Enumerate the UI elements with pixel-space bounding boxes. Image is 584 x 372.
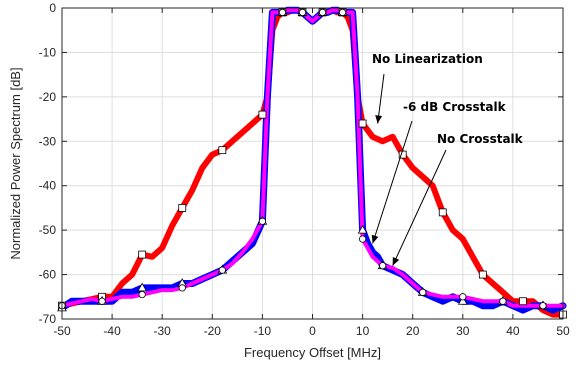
x-tick-label: -10 xyxy=(254,324,272,338)
x-tick-label: 10 xyxy=(356,324,370,338)
series-layer xyxy=(57,6,567,319)
data-point xyxy=(138,290,146,299)
data-point xyxy=(258,110,267,119)
data-point xyxy=(258,217,266,225)
annotation-2: -6 dB Crosstalk xyxy=(371,100,507,244)
data-point xyxy=(438,208,447,217)
x-tick-label: 20 xyxy=(406,324,420,338)
x-tick-label: -50 xyxy=(53,324,71,338)
data-point xyxy=(539,302,547,310)
annotation-label: No Crosstalk xyxy=(437,132,524,146)
y-tick-label: -30 xyxy=(39,134,57,148)
series-3-markers xyxy=(58,8,547,310)
data-point xyxy=(138,250,147,259)
x-tick-label: 50 xyxy=(556,324,570,338)
y-tick-label: -40 xyxy=(39,179,57,193)
data-point xyxy=(519,297,527,306)
data-point xyxy=(137,282,148,292)
data-point xyxy=(419,288,427,296)
annotation-arrowhead xyxy=(375,115,383,124)
annotation-3: No Crosstalk xyxy=(392,132,524,266)
y-tick-label: 0 xyxy=(49,1,56,15)
annotation-arrow-line xyxy=(377,73,385,124)
y-tick-label: -60 xyxy=(39,268,57,282)
annotation-arrowhead xyxy=(392,256,400,266)
annotation-label: No Linearization xyxy=(372,52,483,66)
data-point xyxy=(358,119,367,128)
data-point xyxy=(318,8,327,17)
annotation-arrowhead xyxy=(371,234,379,244)
x-tick-label: 40 xyxy=(506,324,520,338)
annotations: No Linearization -6 dB Crosstalk No Crosst… xyxy=(371,52,524,266)
data-point xyxy=(338,8,347,17)
x-tick-label: -30 xyxy=(154,324,172,338)
data-point xyxy=(218,146,227,155)
data-point xyxy=(379,262,387,270)
data-point xyxy=(278,8,287,17)
y-axis-label: Normalized Power Spectrum [dB] xyxy=(8,67,23,259)
data-point xyxy=(457,295,468,305)
y-tick-label: -20 xyxy=(39,90,57,104)
annotation-arrow-line xyxy=(372,120,413,244)
x-tick-label: 0 xyxy=(309,324,316,338)
annotation-label: -6 dB Crosstalk xyxy=(403,100,507,114)
data-point xyxy=(499,297,507,305)
data-point xyxy=(298,8,307,17)
tick-labels: -50 -40 -30 -20 -10 0 10 20 30 40 50 0 -10 -20 -30 -40 -… xyxy=(39,1,570,338)
data-point xyxy=(459,293,467,301)
y-tick-label: -50 xyxy=(39,223,57,237)
data-point xyxy=(178,204,187,212)
annotation-1: No Linearization xyxy=(372,52,483,124)
x-axis-label: Frequency Offset [MHz] xyxy=(244,345,381,360)
annotation-arrow-line xyxy=(392,149,447,266)
x-tick-label: 30 xyxy=(456,324,470,338)
y-tick-label: -10 xyxy=(39,45,57,59)
x-tick-label: -20 xyxy=(204,324,222,338)
data-point xyxy=(178,284,186,292)
data-point xyxy=(478,270,487,279)
x-tick-label: -40 xyxy=(103,324,121,338)
data-point xyxy=(358,235,367,243)
data-point xyxy=(218,266,226,274)
data-point xyxy=(357,224,368,234)
y-tick-label: -70 xyxy=(39,312,57,326)
data-point xyxy=(98,297,106,305)
